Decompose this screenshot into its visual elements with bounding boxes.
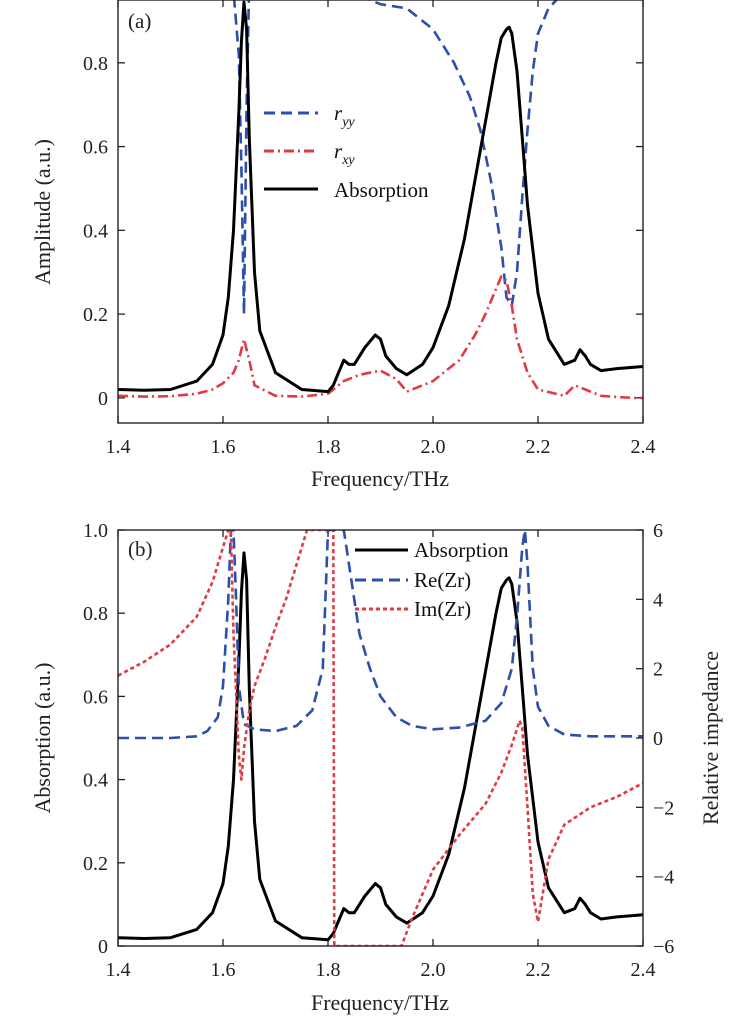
y2-tick-label: −4 — [653, 867, 674, 889]
y2-tick-label: −2 — [653, 797, 674, 819]
y2-tick-label: −6 — [653, 936, 674, 958]
panel-b-chart: 1.4 1.6 1.8 2.0 2.2 2.4 0 0.2 0.4 0.6 0.8 1.0 −6 −4 −2… — [30, 520, 723, 1015]
legend-ryy-label: ryy — [334, 101, 355, 130]
x-tick-label: 1.8 — [316, 436, 341, 458]
x-tick-label: 1.4 — [106, 436, 131, 458]
panel-a-legend: ryy rxy Absorption — [264, 101, 429, 202]
panel-b-legend: Absorption Re(Zr) Im(Zr) — [355, 538, 509, 621]
y-tick-label: 0.6 — [83, 686, 108, 708]
panel-b-series-absorption — [118, 551, 643, 942]
legend-ryy-main: r — [334, 101, 343, 125]
y2-tick-label: 0 — [653, 728, 663, 750]
x-tick-label: 1.4 — [106, 959, 131, 981]
y-tick-label: 0 — [98, 388, 108, 410]
panel-a-series-r-xy — [118, 275, 643, 400]
panel-b-series-re-zr — [118, 530, 643, 740]
y2-tick-label: 4 — [653, 589, 663, 611]
y2-tick-label: 6 — [653, 520, 663, 542]
panel-a-x-axis-title: Frequency/THz — [311, 466, 449, 491]
panel-a-series — [118, 0, 643, 400]
panel-a-chart: 1.4 1.6 1.8 2.0 2.2 2.4 0 0.2 0.4 0.6 0.8 (a) Freq… — [30, 0, 656, 491]
panel-a-label: (a) — [128, 9, 151, 33]
panel-b-y2-axis-title: Relative impedance — [698, 651, 723, 825]
x-tick-label: 1.8 — [316, 959, 341, 981]
y-tick-label: 1.0 — [83, 520, 108, 542]
panel-a-frame — [117, 0, 644, 424]
legend-ryy-sub: yy — [340, 115, 355, 130]
y-tick-label: 0.2 — [83, 853, 108, 875]
y-tick-label: 0.8 — [83, 53, 108, 75]
y-tick-label: 0.8 — [83, 603, 108, 625]
x-tick-label: 2.2 — [526, 959, 551, 981]
panel-a-ticks: 1.4 1.6 1.8 2.0 2.2 2.4 0 0.2 0.4 0.6 0.8 — [83, 0, 656, 458]
legend-rxy-label: rxy — [334, 139, 355, 168]
panel-b-series — [118, 530, 643, 946]
x-tick-label: 2.2 — [526, 436, 551, 458]
y-tick-label: 0 — [98, 936, 108, 958]
legend-absorption-a-label: Absorption — [334, 178, 429, 202]
panel-b-ticks: 1.4 1.6 1.8 2.0 2.2 2.4 0 0.2 0.4 0.6 0.8 1.0 −6 −4 −2… — [83, 520, 674, 981]
panel-b-frame — [117, 529, 644, 947]
panel-b-series-im-zr — [118, 530, 643, 946]
y-tick-label: 0.2 — [83, 304, 108, 326]
legend-absorption-b-label: Absorption — [414, 538, 509, 562]
panel-b-y-axis-title: Absorption (a.u.) — [30, 663, 55, 814]
y-tick-label: 0.4 — [83, 220, 108, 242]
x-tick-label: 2.4 — [631, 436, 656, 458]
x-tick-label: 2.0 — [421, 959, 446, 981]
legend-imzr-label: Im(Zr) — [414, 597, 471, 621]
legend-rxy-sub: xy — [341, 153, 355, 168]
legend-rezr-label: Re(Zr) — [414, 568, 471, 592]
x-tick-label: 1.6 — [211, 959, 236, 981]
legend-rxy-main: r — [334, 139, 343, 163]
y-tick-label: 0.6 — [83, 137, 108, 159]
panel-b-label: (b) — [128, 537, 153, 561]
y2-tick-label: 2 — [653, 659, 663, 681]
x-tick-label: 2.0 — [421, 436, 446, 458]
x-tick-label: 1.6 — [211, 436, 236, 458]
panel-b-x-axis-title: Frequency/THz — [311, 990, 449, 1015]
x-tick-label: 2.4 — [631, 959, 656, 981]
panel-a-series-absorption — [118, 0, 643, 394]
panel-a-y-axis-title: Amplitude (a.u.) — [30, 139, 55, 285]
y-tick-label: 0.4 — [83, 770, 108, 792]
